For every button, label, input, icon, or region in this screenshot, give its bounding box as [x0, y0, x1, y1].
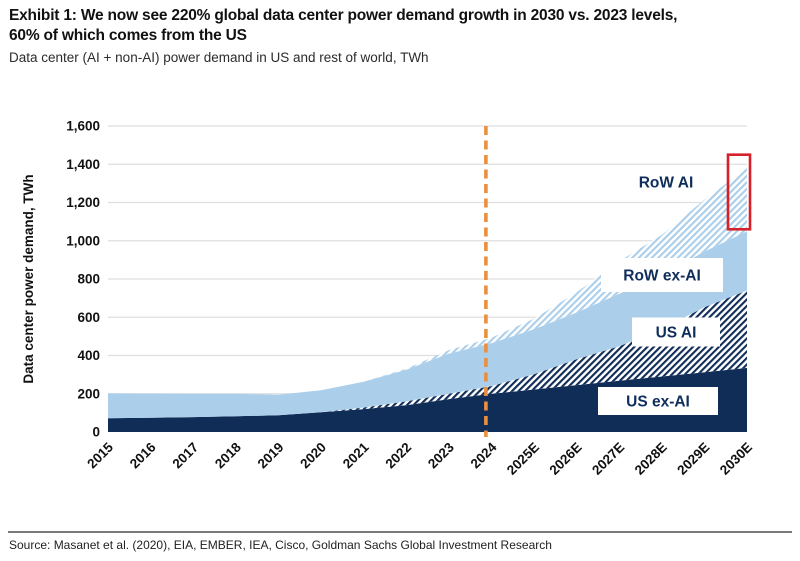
y-tick-label: 400	[77, 348, 100, 363]
area-row-ex-ai	[108, 231, 747, 419]
chart-area: US ex-AI US AI RoW ex-AI RoW AI 0 200 400 600 80…	[0, 95, 800, 505]
series-label-row-ex-ai: RoW ex-AI	[623, 268, 701, 285]
x-tick-label: 2020	[297, 440, 329, 472]
exhibit-title-line2: 60% of which comes from the US	[9, 27, 247, 44]
x-tick-label: 2021	[340, 439, 372, 471]
x-tick-label: 2030E	[717, 440, 755, 478]
area-us-ex-ai	[108, 367, 747, 432]
x-tick-label: 2026E	[547, 440, 585, 478]
y-tick-label: 600	[77, 310, 100, 325]
stacked-area-chart: US ex-AI US AI RoW ex-AI RoW AI 0 200 400 600 80…	[21, 119, 755, 478]
series-label-box-us-ai	[632, 317, 720, 347]
y-tick-label: 1,400	[66, 157, 100, 172]
series-label-box-us-ex-ai	[598, 387, 718, 415]
x-tick-label: 2028E	[632, 440, 670, 478]
gridlines	[108, 125, 747, 395]
x-tick-label: 2016	[127, 439, 159, 471]
x-tick-label: 2018	[212, 439, 244, 471]
series-label-us-ex-ai: US ex-AI	[626, 394, 690, 411]
y-tick-label: 200	[77, 386, 100, 401]
footer-divider	[8, 531, 792, 533]
x-tick-label: 2025E	[504, 440, 542, 478]
x-tick-label: 2022	[382, 440, 414, 472]
x-tick-label: 2019	[255, 440, 287, 472]
x-axis: 2015 2016 2017 2018 2019 2020 2021 2022 2023 2024…	[84, 439, 755, 478]
exhibit-subtitle: Data center (AI + non-AI) power demand i…	[9, 50, 429, 65]
series-label-box-row-ex-ai	[601, 258, 723, 292]
y-tick-label: 800	[77, 272, 100, 287]
exhibit-title: Exhibit 1: We now see 220% global data c…	[9, 6, 793, 46]
y-tick-label: 1,200	[66, 195, 100, 210]
y-axis: 0 200 400 600 800 1,000 1,200 1,400 1,600 Data ce…	[21, 119, 100, 440]
source-note: Source: Masanet et al. (2020), EIA, EMBE…	[9, 538, 552, 552]
exhibit-title-line1: Exhibit 1: We now see 220% global data c…	[9, 7, 678, 24]
x-tick-label: 2027E	[589, 440, 627, 478]
y-tick-label: 1,600	[66, 119, 100, 134]
x-tick-label: 2017	[169, 440, 201, 472]
series-label-row-ai: RoW AI	[639, 175, 694, 192]
x-tick-label: 2024	[468, 439, 500, 471]
x-tick-label: 2023	[425, 439, 457, 471]
highlight-box	[726, 153, 752, 231]
x-tick-label: 2015	[84, 439, 116, 471]
y-tick-label: 0	[92, 425, 100, 440]
series-label-us-ai: US AI	[656, 325, 697, 342]
series-labels: US ex-AI US AI RoW ex-AI RoW AI	[598, 169, 723, 415]
y-axis-title: Data center power demand, TWh	[21, 174, 36, 383]
series-label-box-row-ai	[620, 169, 712, 195]
area-us-ai	[108, 290, 747, 419]
x-tick-label: 2029E	[674, 440, 712, 478]
y-tick-label: 1,000	[66, 233, 100, 248]
